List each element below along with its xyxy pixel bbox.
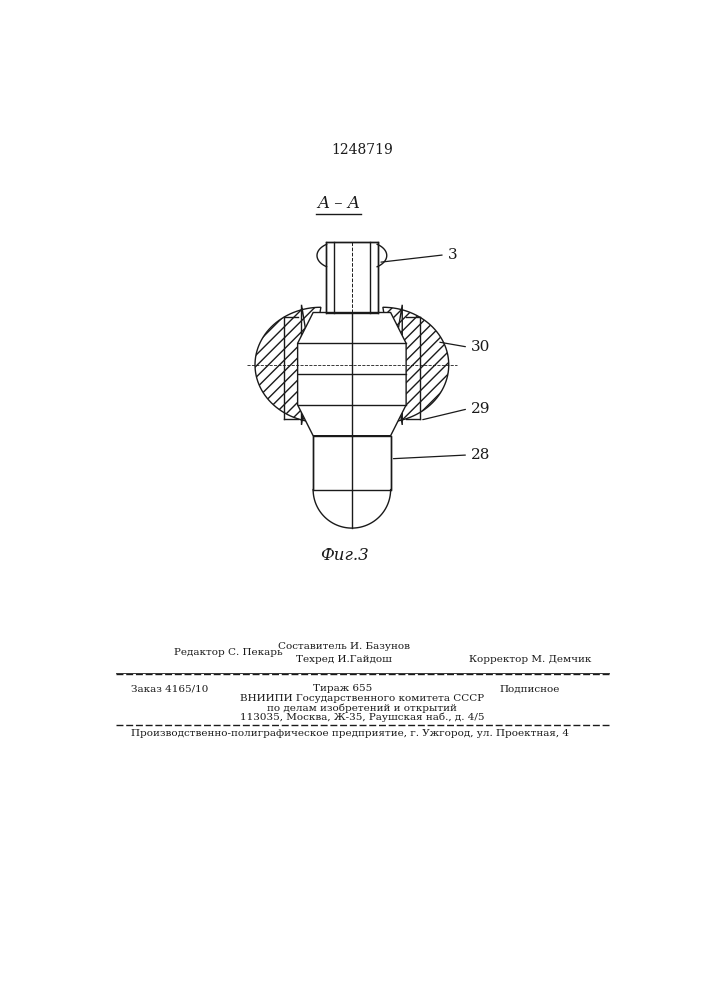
Text: 3: 3 bbox=[448, 248, 457, 262]
Text: 113035, Москва, Ж-35, Раушская наб., д. 4/5: 113035, Москва, Ж-35, Раушская наб., д. … bbox=[240, 713, 484, 722]
Text: по делам изобретений и открытий: по делам изобретений и открытий bbox=[267, 704, 457, 713]
Text: Техред И.Гайдош: Техред И.Гайдош bbox=[296, 655, 392, 664]
Text: 1248719: 1248719 bbox=[331, 143, 393, 157]
Polygon shape bbox=[383, 305, 449, 425]
Polygon shape bbox=[313, 436, 391, 490]
Polygon shape bbox=[255, 305, 321, 425]
Text: ВНИИПИ Государственного комитета СССР: ВНИИПИ Государственного комитета СССР bbox=[240, 694, 484, 703]
Text: Производственно-полиграфическое предприятие, г. Ужгород, ул. Проектная, 4: Производственно-полиграфическое предприя… bbox=[131, 729, 569, 738]
Text: A – A: A – A bbox=[317, 195, 360, 212]
Polygon shape bbox=[298, 312, 406, 436]
Text: Редактор С. Пекарь: Редактор С. Пекарь bbox=[174, 648, 282, 657]
Text: 30: 30 bbox=[472, 340, 491, 354]
Text: Подписное: Подписное bbox=[499, 684, 559, 693]
Text: Тираж 655: Тираж 655 bbox=[313, 684, 373, 693]
Polygon shape bbox=[325, 242, 378, 312]
Text: Составитель И. Базунов: Составитель И. Базунов bbox=[278, 642, 410, 651]
Text: Фиг.3: Фиг.3 bbox=[320, 547, 368, 564]
Text: 29: 29 bbox=[472, 402, 491, 416]
Text: Корректор М. Демчик: Корректор М. Демчик bbox=[469, 655, 591, 664]
Text: Заказ 4165/10: Заказ 4165/10 bbox=[131, 684, 209, 693]
Text: 28: 28 bbox=[472, 448, 491, 462]
